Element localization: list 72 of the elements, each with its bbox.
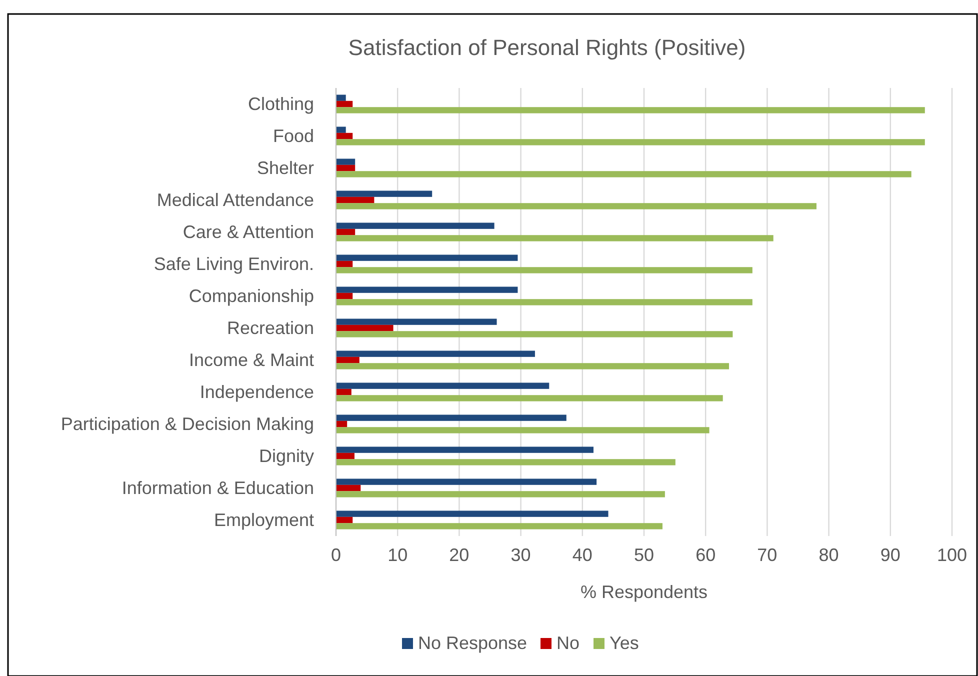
bar xyxy=(336,100,353,108)
bar xyxy=(336,299,752,306)
y-tick-label: Information & Education xyxy=(122,478,314,498)
bar xyxy=(336,491,665,498)
bar xyxy=(336,158,356,165)
bar xyxy=(336,510,608,517)
bar xyxy=(336,222,494,229)
x-tick-label: 90 xyxy=(880,545,900,565)
bar xyxy=(336,363,730,370)
bar xyxy=(336,446,594,453)
bar xyxy=(336,484,361,492)
y-tick-label: Employment xyxy=(214,510,314,530)
bar xyxy=(336,459,676,466)
bar xyxy=(336,292,353,300)
y-tick-label: Medical Attendance xyxy=(156,190,314,210)
bar xyxy=(336,331,733,338)
bar xyxy=(336,132,353,140)
bar xyxy=(336,164,356,172)
bar xyxy=(336,107,925,114)
bar xyxy=(336,478,597,485)
x-tick-label: 10 xyxy=(388,545,408,565)
bar xyxy=(336,203,816,210)
y-tick-label: Safe Living Environ. xyxy=(154,254,314,274)
bar xyxy=(336,171,912,178)
x-tick-label: 0 xyxy=(330,545,342,565)
x-tick-label: 20 xyxy=(449,545,470,565)
bar xyxy=(336,254,518,261)
y-tick-label: Shelter xyxy=(256,158,314,178)
bar xyxy=(336,228,356,236)
bar xyxy=(336,452,354,460)
x-tick-label: 30 xyxy=(510,545,531,565)
bar xyxy=(336,196,374,204)
x-tick-label: 60 xyxy=(696,545,716,565)
x-tick-label: 80 xyxy=(818,545,839,565)
x-tick-label: 40 xyxy=(572,545,592,565)
y-tick-label: Recreation xyxy=(226,318,314,338)
x-tick-label: 70 xyxy=(757,545,778,565)
bar xyxy=(336,324,394,332)
x-axis-title: % Respondents xyxy=(580,582,708,602)
bar xyxy=(336,388,352,396)
bar xyxy=(336,260,353,268)
y-tick-label: Care & Attention xyxy=(182,222,314,242)
y-tick-label: Income & Maint xyxy=(188,350,314,370)
y-tick-label: Independence xyxy=(200,382,314,402)
bar xyxy=(336,414,566,421)
bar xyxy=(336,126,346,133)
bar xyxy=(336,420,348,428)
x-tick-label: 100 xyxy=(936,545,968,565)
bar xyxy=(336,427,710,434)
legend-label: No xyxy=(556,633,580,653)
bar xyxy=(336,395,723,402)
bar xyxy=(336,94,346,101)
chart-title: Satisfaction of Personal Rights (Positive) xyxy=(348,35,746,60)
x-tick-label: 50 xyxy=(634,545,654,565)
bar xyxy=(336,356,360,364)
y-tick-label: Food xyxy=(272,126,314,146)
bar xyxy=(336,516,353,524)
bar xyxy=(336,286,518,293)
bar xyxy=(336,318,497,325)
bar xyxy=(336,235,774,242)
bar xyxy=(336,190,432,197)
y-tick-label: Clothing xyxy=(248,94,314,114)
legend-label: Yes xyxy=(610,633,639,653)
bar xyxy=(336,523,662,530)
bar xyxy=(336,267,752,274)
legend-label: No Response xyxy=(418,633,528,653)
y-tick-label: Participation & Decision Making xyxy=(60,414,314,434)
bar xyxy=(336,382,550,389)
y-tick-label: Companionship xyxy=(188,286,314,306)
y-tick-label: Dignity xyxy=(258,446,314,466)
bar xyxy=(336,350,535,357)
bar xyxy=(336,139,925,146)
